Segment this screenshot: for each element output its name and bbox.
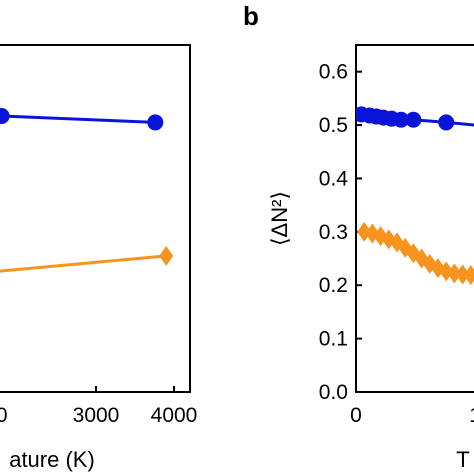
panel-a: 000 3000 4000 ature (K): [0, 44, 198, 472]
panel-a-x-tick-label: 4000: [151, 404, 198, 427]
panel-b-series-blue-point: [405, 111, 422, 128]
panel-b-series-orange-point: [455, 264, 470, 285]
panel-b-series-blue-point: [438, 114, 455, 131]
panel-b-y-tick-label: 0.3: [319, 221, 348, 244]
panel-b: 0 1000 0.0 0.1 0.2 0.3 0.4 0.5 0.6 T ⟨ΔN²⟩: [267, 44, 474, 472]
panel-a-frame: [0, 44, 191, 393]
panel-a-series-orange-line: [0, 254, 167, 273]
panel-a-series-blue-point: [147, 114, 164, 131]
panel-b-y-tick-label: 0.0: [319, 381, 348, 404]
panel-a-x-tick-label: 3000: [73, 404, 120, 427]
panel-a-x-axis-title: ature (K): [9, 447, 95, 472]
panel-b-series-orange-point: [447, 263, 462, 284]
panel-b-x-axis-title: T: [456, 447, 469, 472]
panel-b-letter: b: [243, 1, 259, 31]
panel-a-series-blue-line: [0, 114, 156, 124]
panel-a-series-blue-point: [0, 108, 10, 124]
panel-a-plot-area: [0, 108, 174, 273]
panel-b-y-tick-label: 0.2: [319, 274, 348, 297]
panel-b-plot-area: [356, 106, 474, 286]
panel-b-y-tick-label: 0.6: [319, 61, 348, 84]
panel-b-series-blue-point: [393, 111, 410, 128]
panel-a-series-orange-point: [159, 245, 174, 266]
panel-b-y-tick-label: 0.1: [319, 328, 348, 351]
panel-b-y-axis-title: ⟨ΔN²⟩: [267, 191, 292, 246]
panel-b-series-orange-point: [357, 221, 372, 242]
panel-b-series-orange-point: [463, 265, 474, 286]
panel-b-x-tick-label: 1000: [469, 404, 474, 427]
panel-b-y-tick-label: 0.4: [319, 167, 349, 190]
panel-b-frame: [355, 44, 474, 393]
panel-b-x-tick-label: 0: [350, 404, 362, 427]
panel-b-y-tick-label: 0.5: [319, 114, 348, 137]
panel-a-x-tick-label: 000: [0, 404, 8, 427]
panel-b-series-orange-point: [406, 243, 421, 264]
